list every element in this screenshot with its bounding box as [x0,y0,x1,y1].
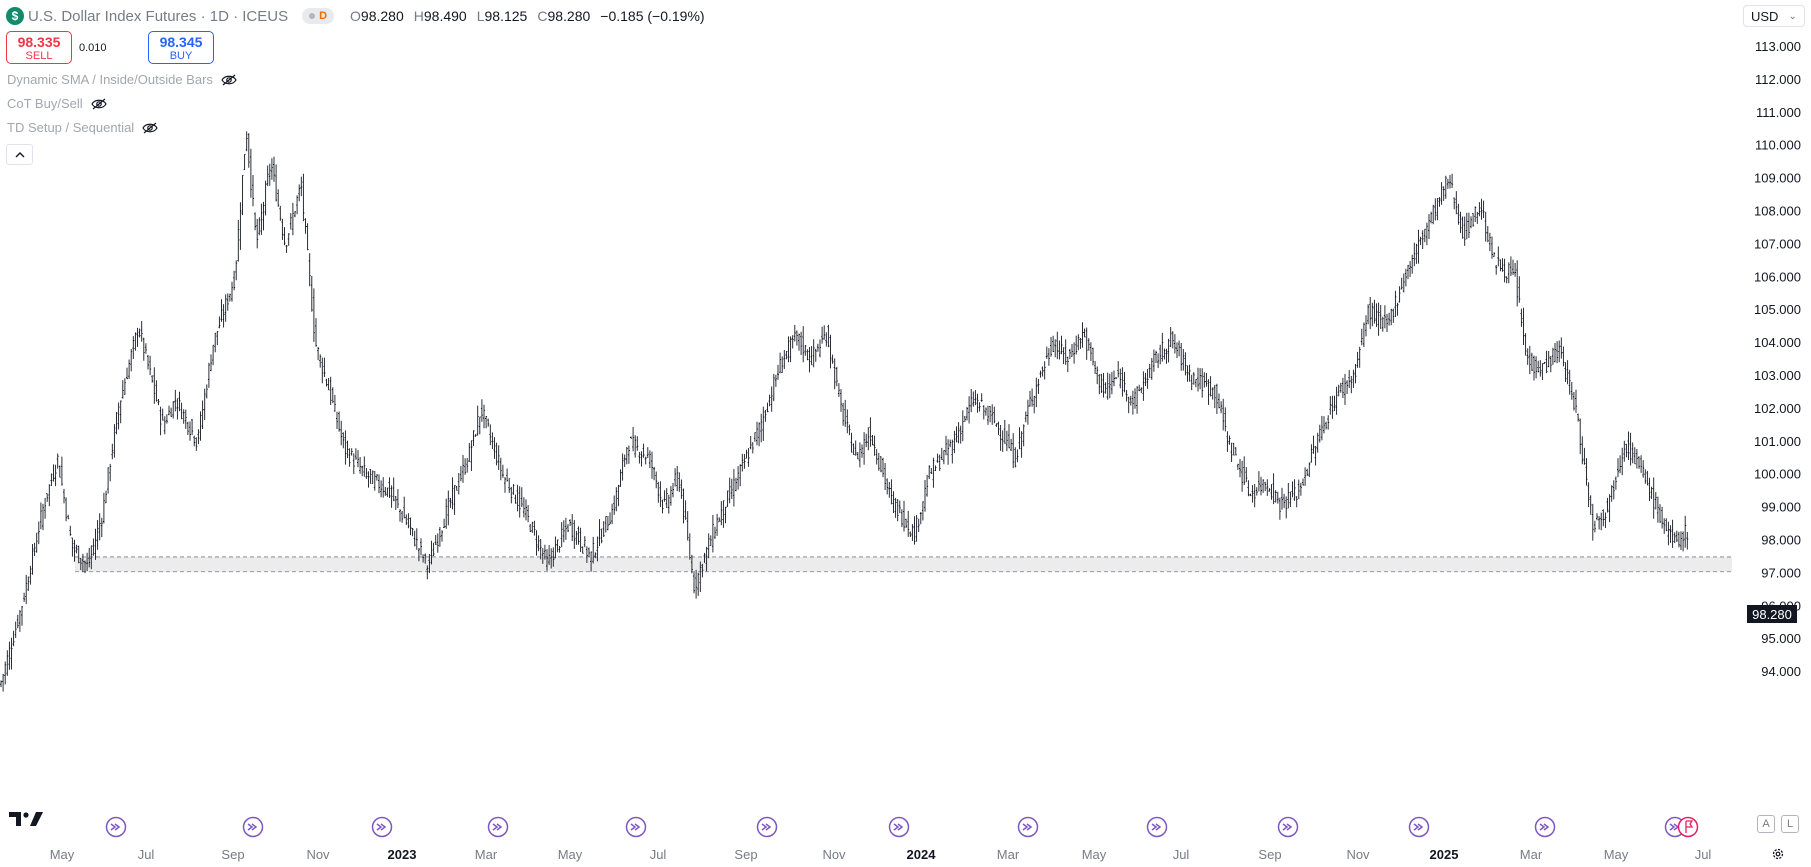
time-axis-label: Jul [1695,847,1712,862]
price-axis-tick: 107.000 [1754,236,1801,251]
buy-label: BUY [169,50,193,62]
time-axis-label: Nov [306,847,330,862]
price-axis-tick: 106.000 [1754,269,1801,284]
settings-icon[interactable] [1771,847,1785,861]
event-arrow-icon[interactable] [1146,816,1168,838]
time-axis-label: Mar [997,847,1020,862]
low-key: L [476,8,485,24]
price-axis-tick: 95.000 [1761,631,1801,646]
time-axis-label: 2023 [388,847,417,862]
price-axis-tick: 101.000 [1754,434,1801,449]
price-axis-tick: 94.000 [1761,664,1801,679]
eye-off-icon[interactable] [221,74,237,86]
last-price-label: 98.280 [1747,605,1797,623]
indicator-cot[interactable]: CoT Buy/Sell [7,96,107,111]
time-axis-label: May [1604,847,1629,862]
session-badge[interactable]: D [302,8,335,24]
price-axis-tick: 111.000 [1756,105,1801,120]
event-arrow-icon[interactable] [1017,816,1039,838]
price-axis-tick: 97.000 [1761,565,1801,580]
price-axis-tick: 112.000 [1755,72,1801,87]
sell-label: SELL [25,50,53,62]
time-axis-label: Sep [1258,847,1281,862]
eye-off-icon[interactable] [90,98,107,110]
buy-price: 98.345 [159,34,203,50]
indicator-dynamic-sma[interactable]: Dynamic SMA / Inside/Outside Bars [7,72,237,87]
time-axis-label: Mar [475,847,498,862]
event-arrow-icon[interactable] [1408,816,1430,838]
sell-button[interactable]: 98.335 SELL [6,31,72,64]
price-axis-tick: 108.000 [1754,204,1801,219]
time-axis-label: Nov [1346,847,1370,862]
indicator-label: Dynamic SMA / Inside/Outside Bars [7,72,213,87]
indicator-td-setup[interactable]: TD Setup / Sequential [7,120,158,135]
chevron-up-icon [15,152,24,158]
chevron-down-icon: ⌄ [1788,10,1797,22]
time-axis-label: Nov [822,847,846,862]
event-arrow-icon[interactable] [1534,816,1556,838]
log-scale-button[interactable]: L [1781,815,1799,833]
tradingview-logo-icon[interactable] [9,810,43,828]
change-value: −0.185 (−0.19%) [600,8,705,24]
price-axis-tick: 100.000 [1754,467,1801,482]
auto-scale-button[interactable]: A [1757,815,1775,833]
event-arrow-icon[interactable] [888,816,910,838]
event-arrow-icon[interactable] [105,816,127,838]
time-axis-label: Jul [650,847,667,862]
open-key: O [350,8,361,24]
price-axis-tick: 113.000 [1755,39,1801,54]
time-axis-label: Sep [734,847,757,862]
ohlc-readout: O98.280 H98.490 L98.125 C98.280 −0.185 (… [350,8,705,24]
close-value: 98.280 [547,8,591,24]
high-key: H [413,8,424,24]
currency-dropdown[interactable]: USD ⌄ [1743,5,1805,27]
event-arrow-icon[interactable] [242,816,264,838]
time-axis-label: 2024 [907,847,937,862]
collapse-indicators-button[interactable] [6,144,33,165]
time-axis-label: Jul [1173,847,1190,862]
price-axis-tick: 110.000 [1755,138,1801,153]
price-axis-tick: 105.000 [1754,302,1801,317]
price-axis-tick: 99.000 [1761,500,1801,515]
time-axis-label: Sep [221,847,244,862]
price-bars[interactable] [0,131,1689,692]
sell-price: 98.335 [17,34,61,50]
support-zone[interactable] [75,556,1732,572]
event-arrow-icon[interactable] [1277,816,1299,838]
open-value: 98.280 [360,8,404,24]
close-key: C [537,8,548,24]
event-arrow-icon[interactable] [756,816,778,838]
time-axis-label: Mar [1520,847,1543,862]
event-arrow-icon[interactable] [625,816,647,838]
time-axis-label: May [50,847,75,862]
time-axis-label: May [558,847,583,862]
symbol-legend: $ U.S. Dollar Index Futures · 1D · ICEUS… [6,5,705,27]
currency-label: USD [1751,8,1779,24]
symbol-title[interactable]: U.S. Dollar Index Futures · 1D · ICEUS [28,7,289,25]
price-axis-tick: 103.000 [1754,368,1801,383]
status-dot-icon [309,13,316,19]
indicator-label: TD Setup / Sequential [7,120,135,135]
low-value: 98.125 [484,8,528,24]
price-axis-tick: 102.000 [1754,401,1801,416]
indicator-label: CoT Buy/Sell [7,96,83,111]
buy-button[interactable]: 98.345 BUY [148,31,214,64]
time-axis-label: Jul [138,847,155,862]
price-axis-tick: 98.000 [1761,533,1801,548]
dollar-icon: $ [6,7,24,25]
event-arrow-icon[interactable] [371,816,393,838]
price-axis-tick: 104.000 [1754,335,1801,350]
time-axis-label: May [1082,847,1107,862]
high-value: 98.490 [423,8,467,24]
time-axis-label: 2025 [1430,847,1459,862]
event-flag-icon[interactable] [1677,816,1699,838]
price-axis-tick: 109.000 [1754,171,1801,186]
spread-value: 0.010 [79,42,107,54]
session-letter: D [319,10,328,22]
event-arrow-icon[interactable] [487,816,509,838]
eye-off-icon[interactable] [142,122,158,134]
